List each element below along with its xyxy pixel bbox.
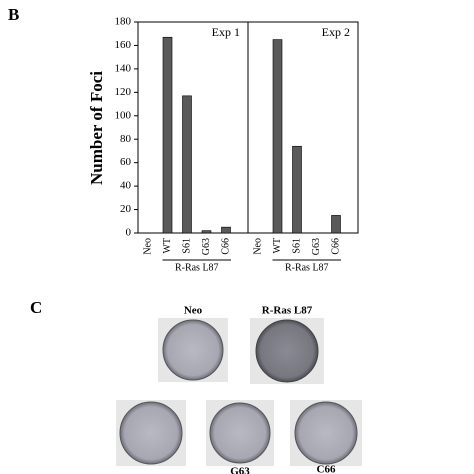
panel-label: C [30,298,42,317]
bar [272,39,283,234]
panel-title: Exp 2 [322,25,350,39]
x-tick-label: Neo [142,238,153,255]
group-label: R-Ras L87 [175,262,219,273]
y-axis-label: Number of Foci [87,71,106,185]
x-tick-label: G63 [311,238,322,255]
y-tick-label: 160 [115,39,132,51]
x-tick-label: C66 [330,238,341,255]
y-tick-label: 60 [120,156,132,168]
plate-label: G63 [230,466,250,474]
panel-label: B [8,5,19,24]
plate-label: Neo [184,305,203,317]
plot-frame [247,21,359,234]
plate [294,401,358,465]
group-label: R-Ras L87 [285,262,329,273]
y-tick-label: 80 [120,133,132,145]
plates [116,318,362,466]
bar [201,230,212,234]
bar [162,36,173,234]
x-tick-label: WT [162,238,173,254]
plot-frame [137,21,249,234]
panel-title: Exp 1 [212,25,240,39]
x-tick-label: Neo [252,238,263,255]
x-tick-label: WT [272,238,283,254]
plate [119,401,183,465]
y-tick-label: 20 [120,203,132,215]
x-tick-label: S61 [291,238,302,254]
bar [182,95,192,234]
y-tick-label: 0 [126,227,132,239]
x-tick-label: G63 [201,238,212,255]
y-tick-label: 40 [120,180,132,192]
plate [162,319,224,381]
x-tick-label: S61 [181,238,192,254]
y-tick-label: 120 [115,86,132,98]
x-tick-label: C66 [220,238,231,255]
plate-label: C66 [317,464,336,474]
bar [221,226,231,234]
y-tick-label: 100 [115,109,132,121]
plate-label: R-Ras L87 [262,305,313,317]
y-tick-label: 180 [115,16,132,28]
bar [292,145,302,234]
bar [331,215,341,234]
plate [209,402,271,464]
y-tick-label: 140 [115,62,132,74]
plate [255,319,319,383]
